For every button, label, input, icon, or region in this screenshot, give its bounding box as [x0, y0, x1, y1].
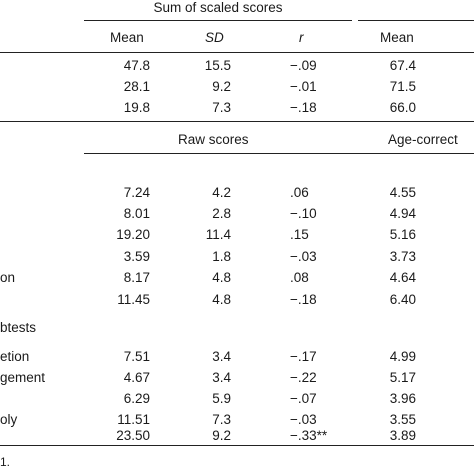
cell-r: −.01: [290, 79, 317, 94]
cell-mean-2: 71.5: [389, 79, 416, 94]
cell-mean-2: 6.40: [389, 292, 416, 307]
cell-mean: 8.01: [123, 206, 150, 221]
col-header-mean: Mean: [110, 30, 144, 45]
cell-mean: 11.45: [117, 292, 150, 307]
cell-mean: 6.29: [123, 391, 150, 406]
cell-mean: 47.8: [123, 58, 150, 73]
cell-r: −.03: [290, 249, 317, 264]
cell-r: −.07: [290, 391, 317, 406]
cell-mean-2: 4.55: [389, 185, 416, 200]
cell-sd: 3.4: [212, 370, 231, 385]
cell-mean-2: 67.4: [389, 58, 416, 73]
cell-r: −.10: [290, 206, 317, 221]
cell-mean: 23.50: [116, 428, 150, 443]
cell-r: −.09: [290, 58, 317, 73]
table-footnote: 1.: [0, 455, 11, 469]
cell-sd: 9.2: [212, 79, 231, 94]
cell-r: .06: [290, 185, 309, 200]
cell-mean: 4.67: [123, 370, 150, 385]
col-header-r: r: [299, 30, 304, 45]
row-label: gement: [0, 370, 46, 385]
cell-mean-2: 3.89: [389, 428, 416, 443]
cell-sd: 1.8: [212, 249, 231, 264]
cell-mean: 8.17: [123, 270, 150, 285]
cell-r: −.18: [290, 292, 317, 307]
row-label: oly: [0, 412, 18, 427]
cell-mean-2: 4.94: [389, 206, 416, 221]
cell-mean: 19.8: [123, 100, 150, 115]
cell-sd: 5.9: [212, 391, 231, 406]
cell-sd: 7.3: [212, 412, 231, 427]
group-header-age-corrected: Age-correct: [388, 132, 458, 147]
cell-sd: 2.8: [212, 206, 231, 221]
cell-mean-2: 4.64: [389, 270, 416, 285]
group-header-raw-scores: Raw scores: [178, 132, 249, 147]
group-underline-scaled: [84, 20, 352, 21]
cell-mean-2: 3.55: [389, 412, 416, 427]
cell-r: −.33**: [290, 428, 328, 443]
section-divider: [0, 121, 474, 122]
row-label: on: [0, 270, 16, 285]
section-heading-subtests: btests: [0, 320, 37, 335]
cell-mean: 19.20: [116, 227, 150, 242]
cell-mean-2: 66.0: [389, 100, 416, 115]
group-underline-right: [358, 20, 474, 21]
cell-sd: 11.4: [205, 227, 231, 242]
cell-mean-2: 3.73: [389, 249, 416, 264]
subheader-underline: [84, 153, 474, 154]
cell-mean: 3.59: [123, 249, 150, 264]
cell-mean: 11.51: [117, 412, 150, 427]
cell-sd: 4.8: [212, 270, 231, 285]
cell-mean: 7.51: [123, 349, 150, 364]
cell-r: −.18: [290, 100, 317, 115]
col-header-mean-2: Mean: [380, 30, 414, 45]
col-header-sd: SD: [205, 30, 224, 45]
group-header-scaled-scores: Sum of scaled scores: [153, 0, 283, 15]
cell-r: .08: [290, 270, 309, 285]
cell-mean: 7.24: [123, 185, 150, 200]
cell-mean-2: 5.16: [389, 227, 416, 242]
cell-r: −.17: [290, 349, 317, 364]
cell-sd: 7.3: [212, 100, 231, 115]
cell-mean-2: 3.96: [389, 391, 416, 406]
cell-sd: 4.2: [212, 185, 231, 200]
table-bottom-rule: [0, 445, 474, 446]
cell-r: −.03: [290, 412, 317, 427]
cell-sd: 3.4: [212, 349, 231, 364]
row-label: etion: [0, 349, 30, 364]
header-bottom-rule: [0, 52, 474, 53]
cell-r: .15: [290, 227, 309, 242]
cell-sd: 15.5: [204, 58, 231, 73]
cell-mean-2: 5.17: [389, 370, 416, 385]
cell-sd: 4.8: [212, 292, 231, 307]
cell-sd: 9.2: [212, 428, 231, 443]
cell-r: −.22: [290, 370, 317, 385]
cell-mean-2: 4.99: [389, 349, 416, 364]
cell-mean: 28.1: [123, 79, 150, 94]
